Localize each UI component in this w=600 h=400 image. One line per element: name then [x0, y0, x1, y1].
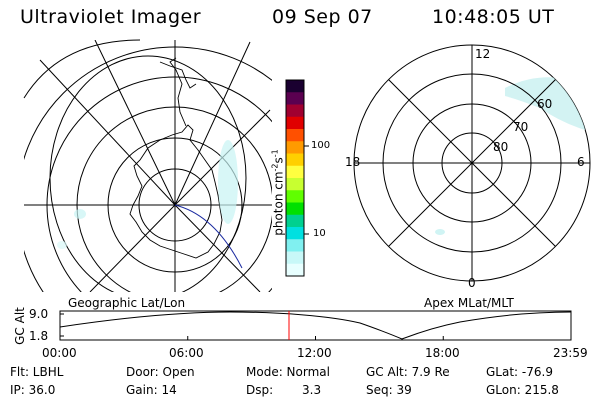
satellite-meridian-line — [174, 204, 243, 269]
colorbar — [286, 80, 304, 277]
colorbar-band — [286, 165, 304, 179]
info-dsp-label: Dsp: — [246, 383, 274, 397]
info-glon: GLon: 215.8 — [486, 383, 559, 397]
colorbar-band — [286, 104, 304, 118]
meridian — [89, 204, 176, 292]
colorbar-band — [286, 214, 304, 228]
polar-diagonal — [388, 79, 556, 247]
altitude-curve — [59, 311, 572, 340]
info-gain: Gain: 14 — [126, 383, 177, 397]
antarctica-coastline — [129, 124, 223, 259]
mlt-label-12: 12 — [475, 47, 491, 61]
mlat-label-80: 80 — [493, 140, 509, 154]
auroral-emission-polar — [435, 229, 445, 235]
instrument-title: Ultraviolet Imager — [20, 6, 202, 28]
info-dsp-value: 3.3 — [302, 383, 322, 397]
unit-mid: s — [271, 157, 286, 164]
polar-plot — [353, 44, 591, 282]
colorbar-band — [286, 178, 304, 191]
colorbar-band — [286, 190, 304, 203]
auroral-emission — [57, 241, 67, 249]
meridian — [174, 204, 261, 292]
auroral-emission — [74, 209, 86, 219]
auroral-emission-polar — [505, 77, 585, 130]
info-gc-alt: GC Alt: 7.9 Re — [366, 365, 450, 379]
info-ip: IP: 36.0 — [10, 383, 56, 397]
colorbar-band — [286, 263, 304, 277]
altitude-xtick-1200: 12:00 — [297, 346, 332, 360]
meridian — [174, 41, 251, 206]
antarctic-peninsula — [169, 57, 187, 127]
altitude-ytick-9: 9.0 — [29, 307, 49, 321]
info-mode: Mode: Normal — [246, 365, 330, 379]
info-flt: Flt: LBHL — [10, 365, 64, 379]
colorbar-band — [286, 202, 304, 216]
geographic-caption: Geographic Lat/Lon — [68, 296, 186, 310]
apex-caption: Apex MLat/MLT — [424, 296, 514, 310]
mlt-label-6: 6 — [577, 155, 585, 169]
altitude-xtick-2359: 23:59 — [553, 346, 588, 360]
colorbar-band — [286, 92, 304, 105]
altitude-xtick-0000: 00:00 — [42, 346, 77, 360]
geographic-map — [24, 40, 272, 292]
meridian — [39, 59, 176, 206]
altitude-xtick-1800: 18:00 — [425, 346, 460, 360]
outer-lat-arc — [23, 39, 141, 99]
colorbar-band — [286, 116, 304, 130]
altitude-plot — [59, 310, 572, 341]
unit-text: photon cm — [271, 171, 286, 236]
info-seq: Seq: 39 — [366, 383, 412, 397]
colorbar-unit-label: photon cm-2s-1 — [270, 133, 286, 253]
unit-exp1: -2 — [270, 163, 280, 172]
info-glat: GLat: -76.9 — [486, 365, 553, 379]
south-america-coast — [159, 61, 197, 89]
altitude-ylabel: GC Alt — [13, 307, 27, 345]
time-label: 10:48:05 UT — [432, 6, 555, 28]
colorbar-tick-label-10: 10 — [313, 228, 326, 239]
mlat-label-70: 70 — [513, 120, 529, 134]
mlt-label-18: 18 — [345, 155, 361, 169]
colorbar-frame — [285, 79, 305, 277]
mlat-label-60: 60 — [537, 97, 553, 111]
altitude-ytick-1-8: 1.8 — [29, 329, 49, 343]
earth-limb — [49, 55, 247, 292]
mlt-label-0: 0 — [468, 276, 476, 290]
info-door: Door: Open — [126, 365, 195, 379]
unit-exp2: -1 — [270, 149, 280, 158]
meridian — [94, 40, 176, 206]
colorbar-band — [286, 80, 304, 93]
altitude-xtick-0600: 06:00 — [169, 346, 204, 360]
date-label: 09 Sep 07 — [272, 6, 373, 28]
colorbar-band — [286, 153, 304, 167]
colorbar-band — [286, 227, 304, 240]
colorbar-tick-label-100: 100 — [311, 140, 331, 151]
colorbar-band — [286, 239, 304, 252]
colorbar-band — [286, 251, 304, 265]
colorbar-band — [286, 129, 304, 142]
auroral-emission — [218, 140, 238, 224]
colorbar-band — [286, 141, 304, 154]
